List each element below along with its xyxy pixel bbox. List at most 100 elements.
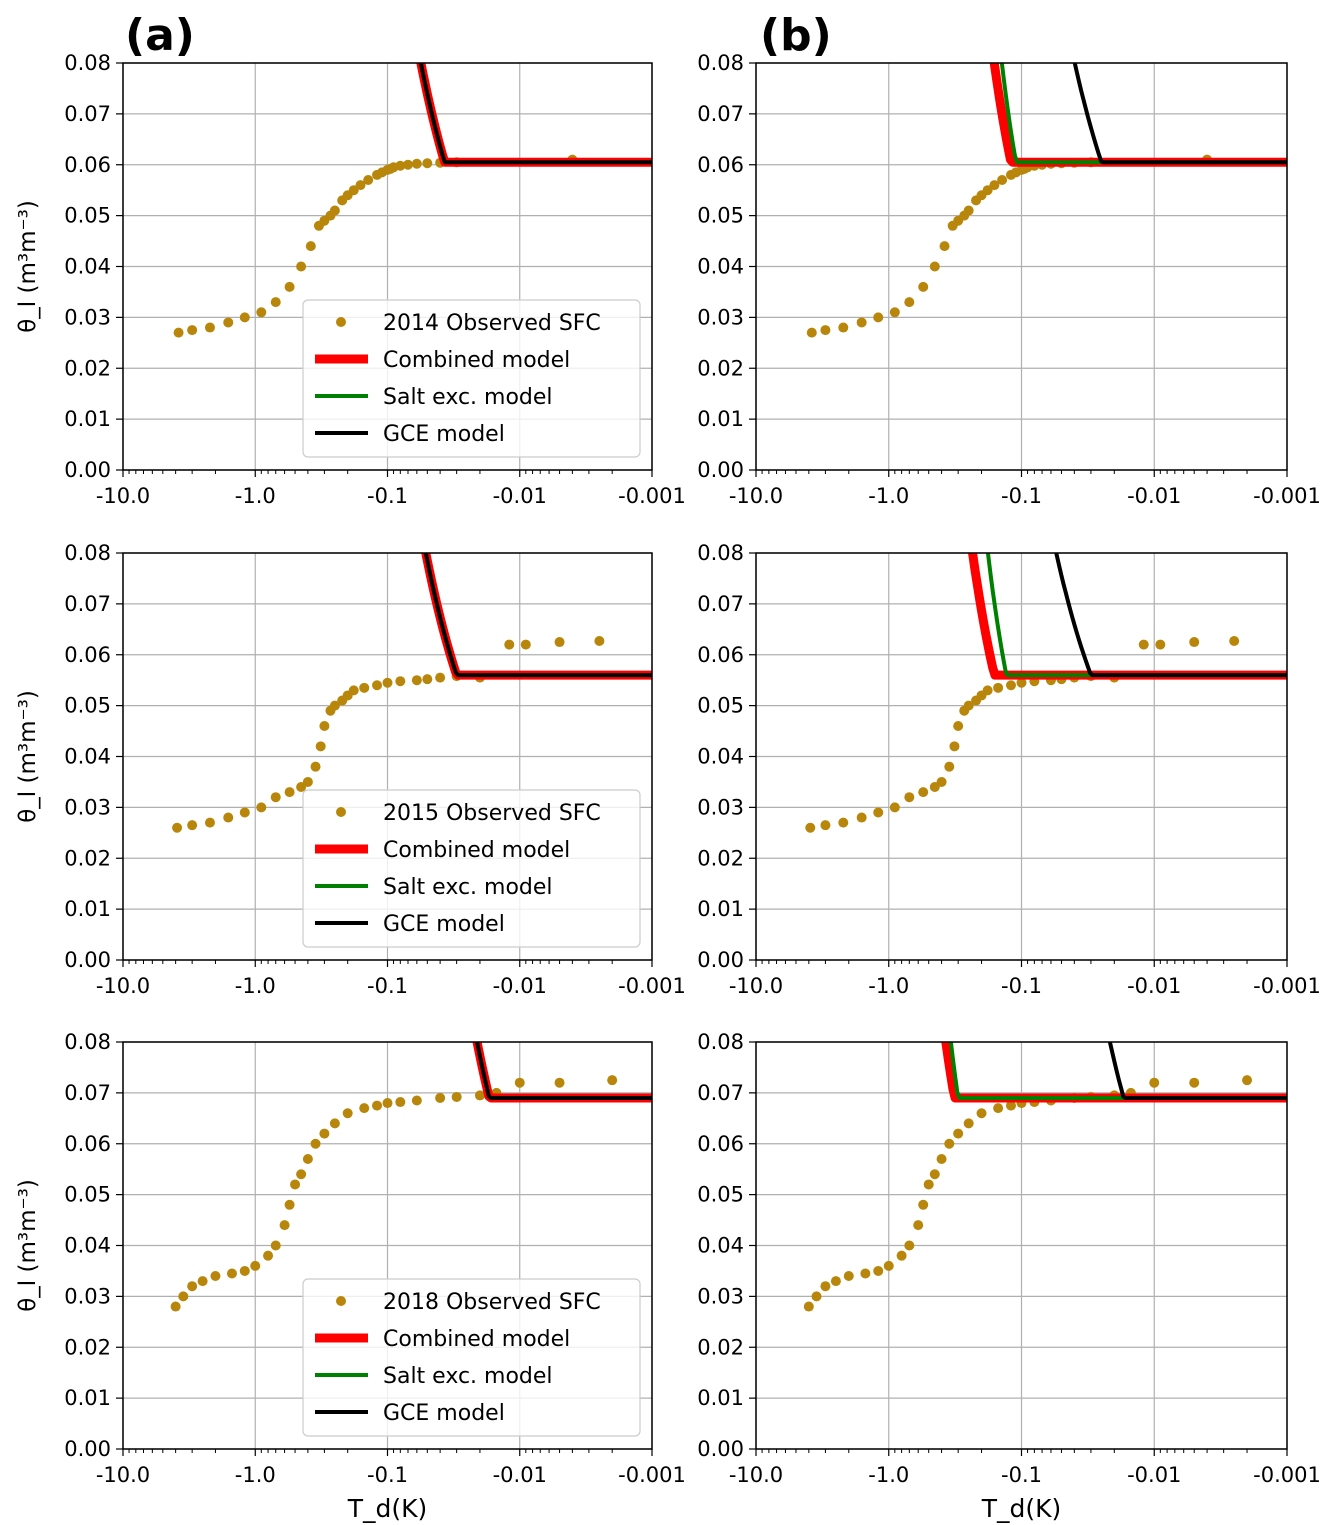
x-tick-label: -0.1 [367, 1463, 408, 1487]
axis-ticks: -10.0 -1.0 -0.1 -0.01 -0.001 0.00 0.01 0.02 0.03… [697, 1030, 1321, 1487]
y-tick-label: 0.01 [64, 897, 111, 921]
x-tick-label: -0.01 [493, 484, 547, 508]
observed-point [803, 1301, 814, 1312]
x-tick-label: -0.001 [1253, 484, 1321, 508]
legend-observed-label: 2015 Observed SFC [383, 801, 601, 826]
gce-model-line [423, 553, 652, 678]
y-tick-label: 0.08 [64, 541, 111, 565]
observed-point [856, 317, 867, 328]
y-tick-label: 0.01 [64, 407, 111, 431]
y-tick-label: 0.05 [64, 204, 111, 228]
observed-point [913, 1220, 924, 1231]
observed-point [197, 1276, 208, 1287]
observed-point [936, 1154, 947, 1165]
y-tick-label: 0.03 [64, 305, 111, 329]
x-tick-label: -1.0 [868, 974, 909, 998]
y-tick-label: 0.03 [64, 795, 111, 819]
y-tick-label: 0.02 [697, 1335, 744, 1359]
x-tick-label: -0.01 [1127, 1463, 1181, 1487]
observed-point [989, 180, 1000, 191]
y-tick-label: 0.02 [64, 846, 111, 870]
observed-series [805, 636, 1240, 833]
x-tick-label: -10.0 [729, 1463, 783, 1487]
observed-point [873, 807, 884, 818]
axis-ticks: -10.0 -1.0 -0.1 -0.01 -0.001 0.00 0.01 0.02 0.03… [697, 51, 1321, 508]
observed-point [929, 261, 940, 272]
observed-point [811, 1291, 822, 1302]
y-tick-label: 0.04 [64, 255, 111, 279]
y-tick-label: 0.01 [64, 1386, 111, 1410]
observed-point [435, 672, 446, 683]
y-tick-label: 0.01 [697, 407, 744, 431]
x-tick-label: -10.0 [96, 974, 150, 998]
observed-point [923, 1179, 934, 1190]
y-tick-label: 0.04 [64, 745, 111, 769]
observed-point [805, 822, 816, 833]
gce-model-line [475, 1042, 652, 1100]
observed-point [172, 822, 183, 833]
observed-point [187, 1281, 198, 1292]
observed-point [270, 297, 281, 308]
legend-box [302, 789, 641, 948]
y-tick-label: 0.06 [64, 153, 111, 177]
x-tick-label: -0.1 [1001, 974, 1042, 998]
observed-series [803, 1075, 1253, 1312]
observed-point [355, 180, 366, 191]
y-tick-label: 0.02 [64, 1335, 111, 1359]
observed-point [820, 1281, 831, 1292]
observed-point [435, 1092, 446, 1103]
legend-gce-label: GCE model [383, 422, 505, 447]
gridlines [755, 62, 1288, 471]
y-tick-label: 0.04 [697, 745, 744, 769]
observed-point [204, 817, 215, 828]
y-axis-label: θ_l (m³m⁻³) [15, 200, 41, 333]
observed-point [1242, 1075, 1253, 1086]
legend-observed-label: 2014 Observed SFC [383, 311, 601, 336]
gce-model-line [1072, 63, 1287, 165]
observed-point [395, 160, 406, 171]
observed-point [904, 297, 915, 308]
observed-point [963, 205, 974, 216]
x-tick-label: -10.0 [96, 484, 150, 508]
y-tick-label: 0.03 [697, 1284, 744, 1308]
axis-ticks: -10.0 -1.0 -0.1 -0.01 -0.001 0.00 0.01 0.02 0.03… [64, 541, 686, 998]
observed-point [918, 1199, 929, 1210]
y-tick-label: 0.03 [64, 1284, 111, 1308]
observed-point [1005, 1100, 1016, 1111]
observed-point [187, 325, 198, 336]
legend-salt-label: Salt exc. model [383, 875, 553, 900]
y-tick-label: 0.01 [697, 1386, 744, 1410]
observed-point [239, 1265, 250, 1276]
plot-data [805, 553, 1287, 833]
observed-point [187, 820, 198, 831]
x-tick-label: -0.1 [1001, 484, 1042, 508]
observed-point [319, 1128, 330, 1139]
panel-label-b: (b) [760, 10, 832, 61]
y-tick-label: 0.00 [697, 1437, 744, 1461]
x-tick-label: -0.1 [1001, 1463, 1042, 1487]
subplot-2014-b: -10.0 -1.0 -0.1 -0.01 -0.001 0.00 0.01 0.02 0.03… [697, 51, 1321, 508]
observed-point [329, 1118, 340, 1129]
axis-ticks: -10.0 -1.0 -0.1 -0.01 -0.001 0.00 0.01 0.02 0.03… [64, 51, 686, 508]
observed-point [210, 1271, 221, 1282]
observed-point [296, 1169, 307, 1180]
observed-point [594, 636, 605, 647]
observed-point [342, 1108, 353, 1119]
observed-point [329, 700, 340, 711]
observed-point [226, 1268, 237, 1279]
observed-point [173, 327, 184, 338]
plot-data [173, 63, 652, 338]
y-tick-label: 0.08 [697, 1030, 744, 1054]
gce-model-line [418, 63, 652, 165]
observed-point [250, 1260, 261, 1271]
observed-point [944, 1138, 955, 1149]
legend: 2018 Observed SFC Combined model Salt exc.… [302, 1278, 641, 1437]
observed-point [838, 817, 849, 828]
x-tick-label: -1.0 [235, 1463, 276, 1487]
observed-point [402, 159, 413, 170]
observed-point [953, 720, 964, 731]
y-tick-label: 0.04 [64, 1234, 111, 1258]
observed-point [976, 1108, 987, 1119]
y-tick-label: 0.06 [697, 643, 744, 667]
observed-point [256, 307, 267, 318]
